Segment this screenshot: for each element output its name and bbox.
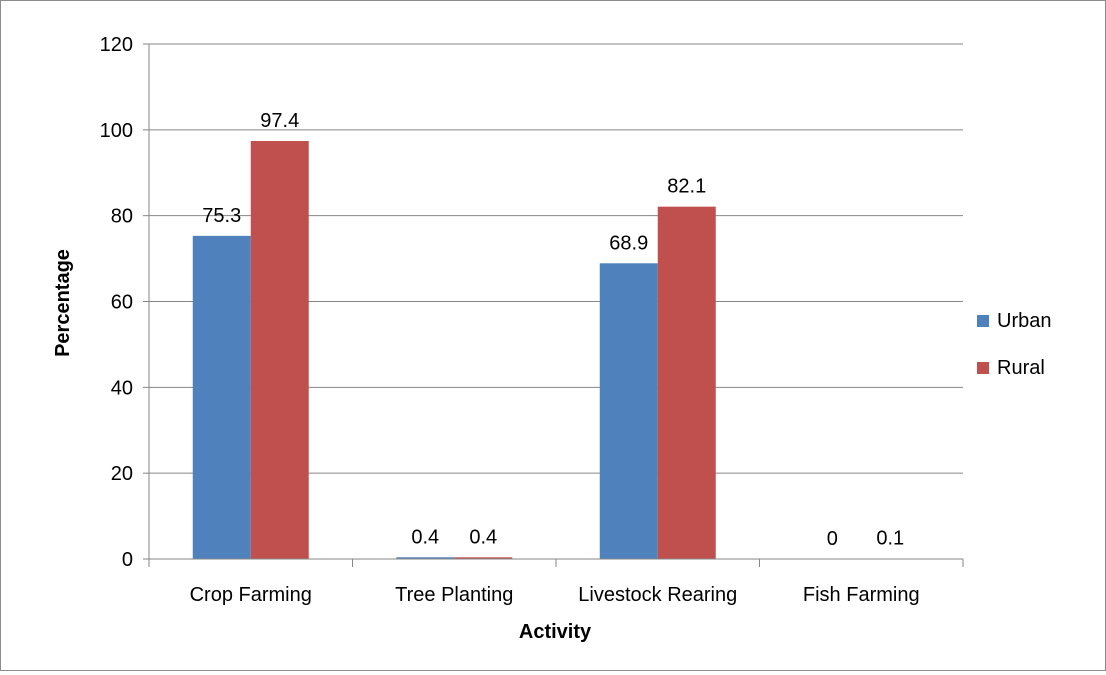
- y-axis-title: Percentage: [52, 249, 74, 357]
- y-tick-label: 60: [111, 292, 133, 314]
- x-tick-label: Tree Planting: [395, 584, 513, 606]
- data-label: 68.9: [609, 232, 648, 254]
- data-label: 97.4: [260, 110, 299, 132]
- y-tick-label: 20: [111, 463, 133, 485]
- data-label: 0.1: [876, 528, 904, 550]
- bars: [193, 141, 920, 559]
- y-tick-label: 100: [100, 120, 133, 142]
- data-label: 82.1: [667, 176, 706, 198]
- y-tick-label: 0: [122, 549, 133, 571]
- x-tick-label: Livestock Rearing: [578, 584, 737, 606]
- data-label: 75.3: [202, 205, 241, 227]
- data-label: 0.4: [411, 526, 439, 548]
- legend-swatch-rural: [977, 362, 989, 374]
- y-tick-label: 120: [100, 34, 133, 56]
- legend: Urban Rural: [977, 310, 1051, 379]
- bar-rural: [251, 141, 309, 559]
- y-tick-label: 80: [111, 206, 133, 228]
- legend-label-urban: Urban: [997, 310, 1051, 332]
- legend-swatch-urban: [977, 315, 989, 327]
- y-tick-label: 40: [111, 377, 133, 399]
- x-axis-title: Activity: [519, 621, 592, 643]
- data-label: 0: [827, 528, 838, 550]
- bar-urban: [600, 263, 658, 559]
- bar-urban: [193, 236, 251, 559]
- data-label: 0.4: [469, 526, 497, 548]
- x-tick-label: Crop Farming: [190, 584, 312, 606]
- legend-label-rural: Rural: [997, 357, 1045, 379]
- bar-rural: [658, 207, 716, 559]
- x-tick-label: Fish Farming: [803, 584, 920, 606]
